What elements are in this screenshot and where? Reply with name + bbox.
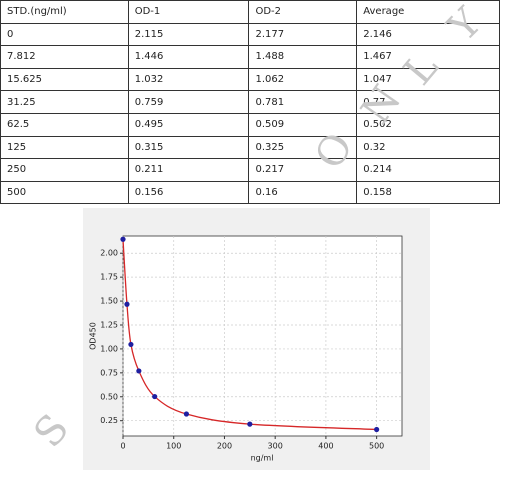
y-tick-label: 0.75: [100, 368, 118, 377]
data-point: [152, 393, 158, 400]
table-row: 31.25 0.759 0.781 0.77: [0, 90, 500, 114]
x-tick-label: 500: [369, 442, 384, 451]
table-row: STD.(ng/ml) OD-1 OD-2 Average: [0, 0, 500, 24]
table-row: 7.812 1.446 1.488 1.467: [0, 45, 500, 69]
table-cell: 500: [0, 180, 129, 205]
table-cell: 0.16: [248, 180, 358, 205]
table-cell: 0.158: [356, 180, 500, 205]
y-tick-label: 1.00: [100, 344, 118, 353]
x-tick-label: 0: [120, 442, 125, 451]
data-point: [136, 368, 142, 374]
y-axis-label: OD450: [89, 322, 98, 350]
y-tick-label: 1.75: [100, 273, 118, 282]
x-tick-label: 100: [166, 442, 181, 451]
data-point: [374, 426, 380, 433]
x-tick-label: 400: [318, 442, 333, 451]
data-point: [183, 411, 190, 417]
data-point: [247, 421, 253, 427]
table-row: 250 0.211 0.217 0.214: [0, 158, 500, 182]
y-tick-label: 2.00: [100, 249, 118, 258]
table-cell: 2.115: [127, 22, 250, 47]
table-cell: 0.502: [356, 112, 500, 137]
table-cell: 2.177: [248, 22, 358, 47]
data-point: [128, 341, 134, 348]
table-row: 0 2.115 2.177 2.146: [0, 22, 500, 47]
x-tick-label: 300: [268, 442, 283, 451]
data-point: [120, 236, 126, 242]
plot-area: [122, 235, 403, 437]
data-point: [124, 301, 130, 307]
x-axis-label: ng/ml: [251, 454, 274, 463]
y-tick-label: 0.50: [100, 392, 118, 401]
table-cell: 2.146: [356, 22, 500, 47]
table-row: 62.5 0.495 0.509 0.502: [0, 112, 500, 137]
y-tick-label: 1.50: [100, 297, 118, 306]
table-cell: 0: [0, 22, 129, 47]
x-tick-label: 200: [217, 442, 232, 451]
table-row: 500 0.156 0.16 0.158: [0, 180, 500, 205]
y-tick-label: 0.25: [100, 416, 118, 425]
data-table: STD.(ng/ml) OD-1 OD-2 Average 0 2.115 2.177 2.1…: [0, 0, 500, 205]
y-tick-label: 1.25: [100, 320, 118, 329]
fit-curve: [122, 239, 377, 431]
